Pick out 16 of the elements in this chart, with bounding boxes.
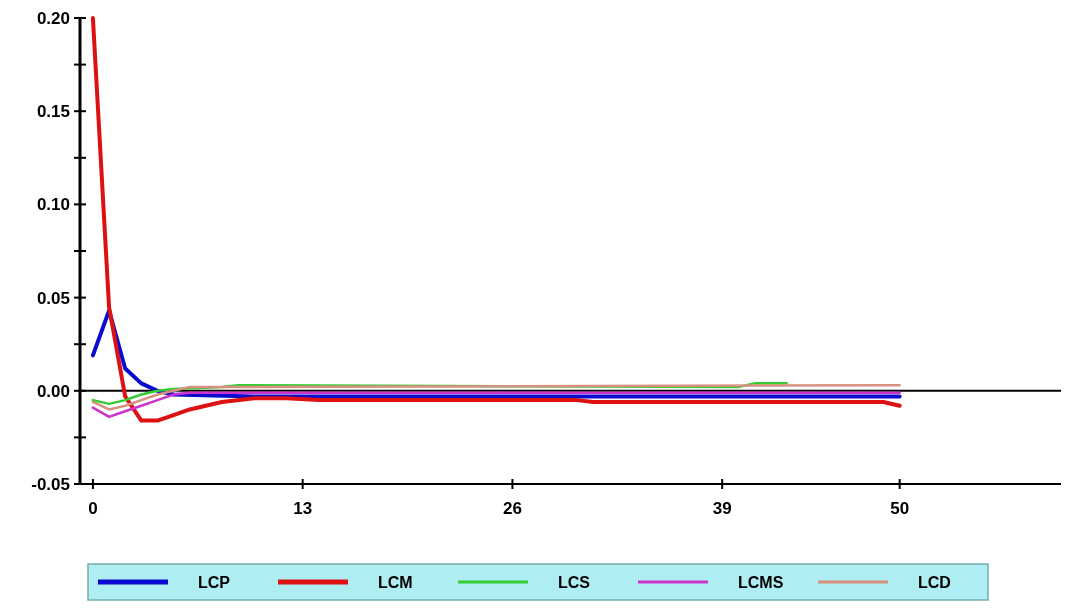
x-tick-label: 39 xyxy=(712,499,732,518)
y-tick-label: 0.15 xyxy=(36,102,70,122)
legend-label: LCD xyxy=(918,573,951,591)
y-tick-label: -0.05 xyxy=(31,474,70,494)
y-tick-label: 0.20 xyxy=(36,8,70,28)
x-tick-label: 50 xyxy=(890,499,910,518)
legend-label: LCMS xyxy=(738,573,784,591)
x-tick-label: 0 xyxy=(88,499,98,518)
y-tick-label: 0.10 xyxy=(36,195,70,215)
legend-label: LCS xyxy=(558,573,591,591)
legend-label: LCM xyxy=(378,573,413,591)
x-tick-label: 13 xyxy=(293,499,313,518)
legend-label: LCP xyxy=(198,573,231,591)
x-tick-label: 26 xyxy=(502,499,522,518)
y-tick-label: 0.05 xyxy=(36,288,70,308)
y-tick-label: 0.00 xyxy=(36,381,70,401)
